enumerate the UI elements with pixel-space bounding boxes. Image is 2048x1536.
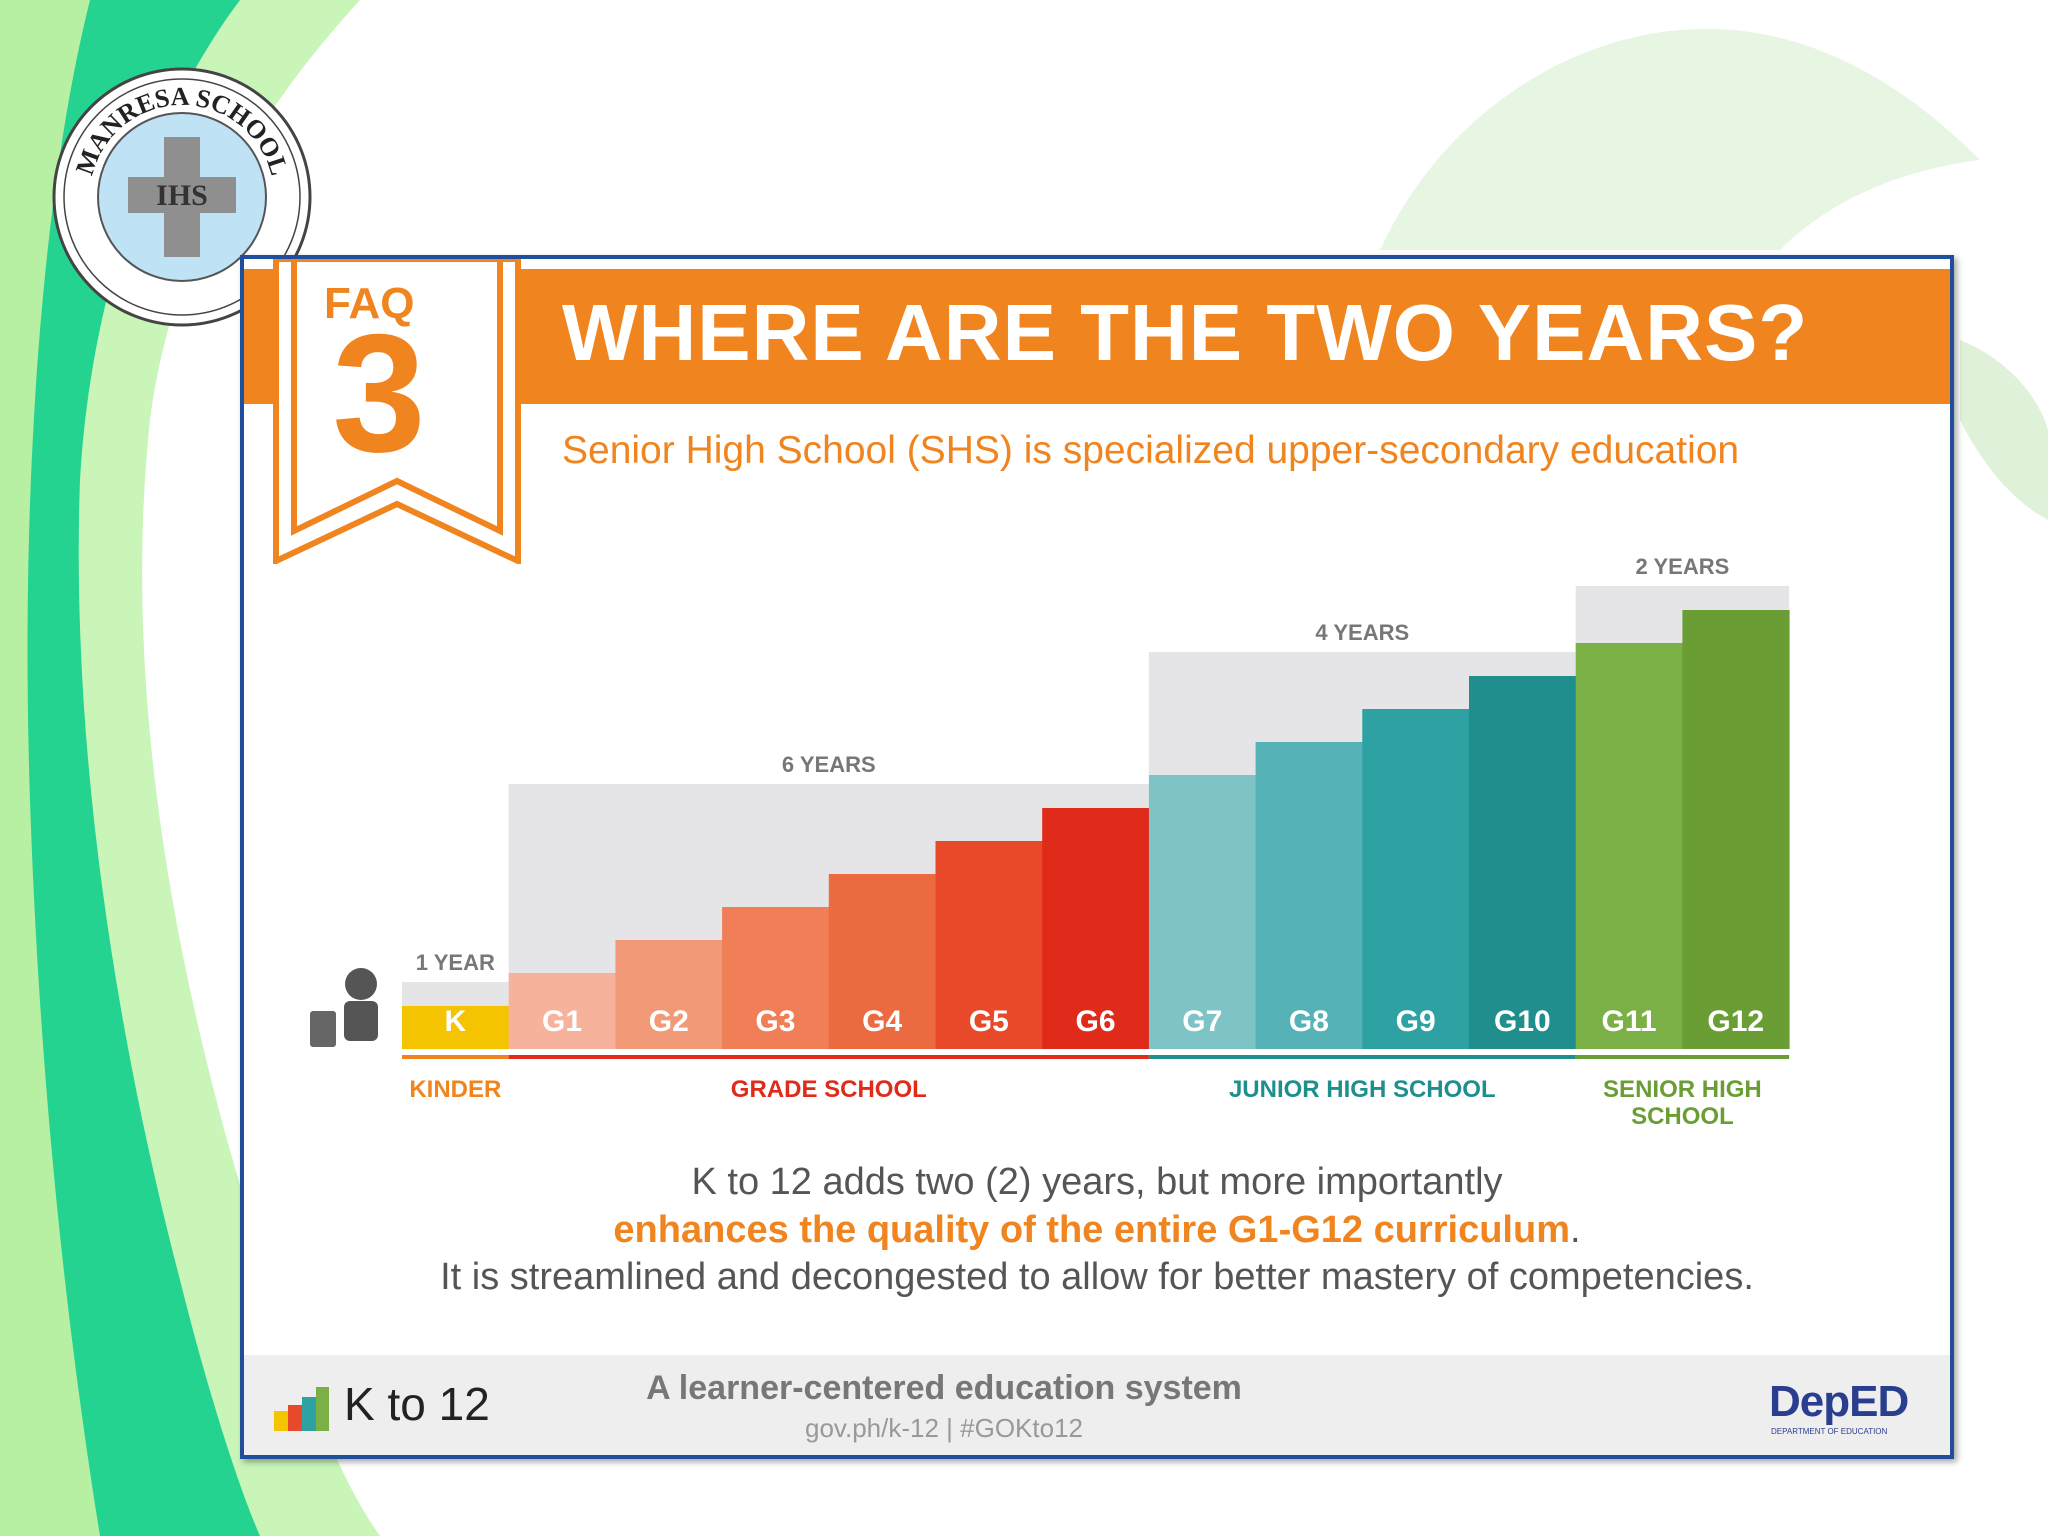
bar-G11 [1575,643,1683,1049]
school-seal-logo: IHS MANRESA SCHOOL [52,67,312,327]
bar-G7 [1148,775,1257,1049]
bar-G1 [508,973,616,1049]
footer-url: gov.ph/k-12 | #GOKto12 [805,1413,1083,1443]
bar-G9 [1362,709,1470,1049]
k12-logo-icon [274,1387,329,1431]
bar-G8 [1255,742,1363,1049]
bar-label-G5: G5 [969,1005,1009,1038]
footer-brand: K to 12 [344,1378,490,1430]
faq-label: FAQ [324,279,415,328]
span-label-1: 6 YEARS [782,752,876,777]
svg-text:IHS: IHS [156,179,208,212]
footer-bar: K to 12 A learner-centered education sys… [244,1355,1950,1455]
bar-G12 [1682,610,1790,1049]
bar-label-G6: G6 [1076,1005,1116,1038]
group-line-0 [402,1055,509,1059]
caption-line-3: It is streamlined and decongested to all… [440,1256,1754,1298]
bar-label-G9: G9 [1396,1005,1436,1038]
bar-label-G11: G11 [1602,1005,1657,1038]
span-label-2: 4 YEARS [1315,620,1409,645]
caption-line-1: K to 12 adds two (2) years, but more imp… [691,1161,1503,1203]
bar-label-G10: G10 [1494,1005,1551,1038]
deped-logo: DepED DEPARTMENT OF EDUCATION [1769,1377,1919,1445]
group-line-1 [508,1055,1149,1059]
caption-highlight: enhances the quality of the entire G1-G1… [613,1209,1570,1251]
bar-label-G1: G1 [542,1005,582,1038]
bar-G4 [828,874,936,1049]
bar-label-G7: G7 [1182,1005,1222,1038]
bar-G6 [1042,808,1150,1049]
group-label-2: JUNIOR HIGH SCHOOL [1229,1076,1496,1103]
bar-G10 [1469,676,1577,1049]
faq-card: WHERE ARE THE TWO YEARS? FAQ 3 Senior Hi… [240,255,1954,1459]
group-label-3-1: SCHOOL [1631,1103,1734,1130]
faq-number: 3 [332,299,426,487]
deped-logo-text: DepED [1769,1377,1909,1426]
caption-period: . [1570,1209,1581,1251]
bar-label-G4: G4 [862,1005,902,1038]
footer-tagline: A learner-centered education system [646,1369,1242,1407]
student-head-icon [345,968,377,1000]
subtitle: Senior High School (SHS) is specialized … [562,429,1740,472]
page-title: WHERE ARE THE TWO YEARS? [562,288,1809,377]
header-bar [244,269,1950,404]
bar-label-G8: G8 [1289,1005,1329,1038]
bar-K [402,1006,510,1049]
bar-label-K: K [445,1005,467,1038]
bar-label-G3: G3 [755,1005,795,1038]
deped-logo-subtext: DEPARTMENT OF EDUCATION [1771,1427,1888,1436]
bar-label-G12: G12 [1707,1005,1764,1038]
faq-ribbon-badge [273,259,521,564]
grade-level-chart: 1 YEAR 6 YEARS 4 YEARS 2 YEARS K G1 G2 G3 G4 G5 G6… [310,554,1790,1130]
bar-G2 [615,940,723,1049]
school-bag-icon [310,1011,336,1047]
group-label-0: KINDER [409,1076,501,1103]
caption-line-2: enhances the quality of the entire G1-G1… [244,1209,1950,1252]
span-label-3: 2 YEARS [1636,554,1730,579]
student-body-icon [344,1001,378,1041]
bar-G3 [722,907,830,1049]
span-label-0: 1 YEAR [416,950,495,975]
bar-label-G2: G2 [649,1005,689,1038]
bar-G5 [935,841,1043,1049]
group-line-2 [1148,1055,1576,1059]
group-label-3-0: SENIOR HIGH [1603,1076,1762,1103]
group-label-1: GRADE SCHOOL [731,1076,927,1103]
group-line-3 [1575,1055,1790,1059]
